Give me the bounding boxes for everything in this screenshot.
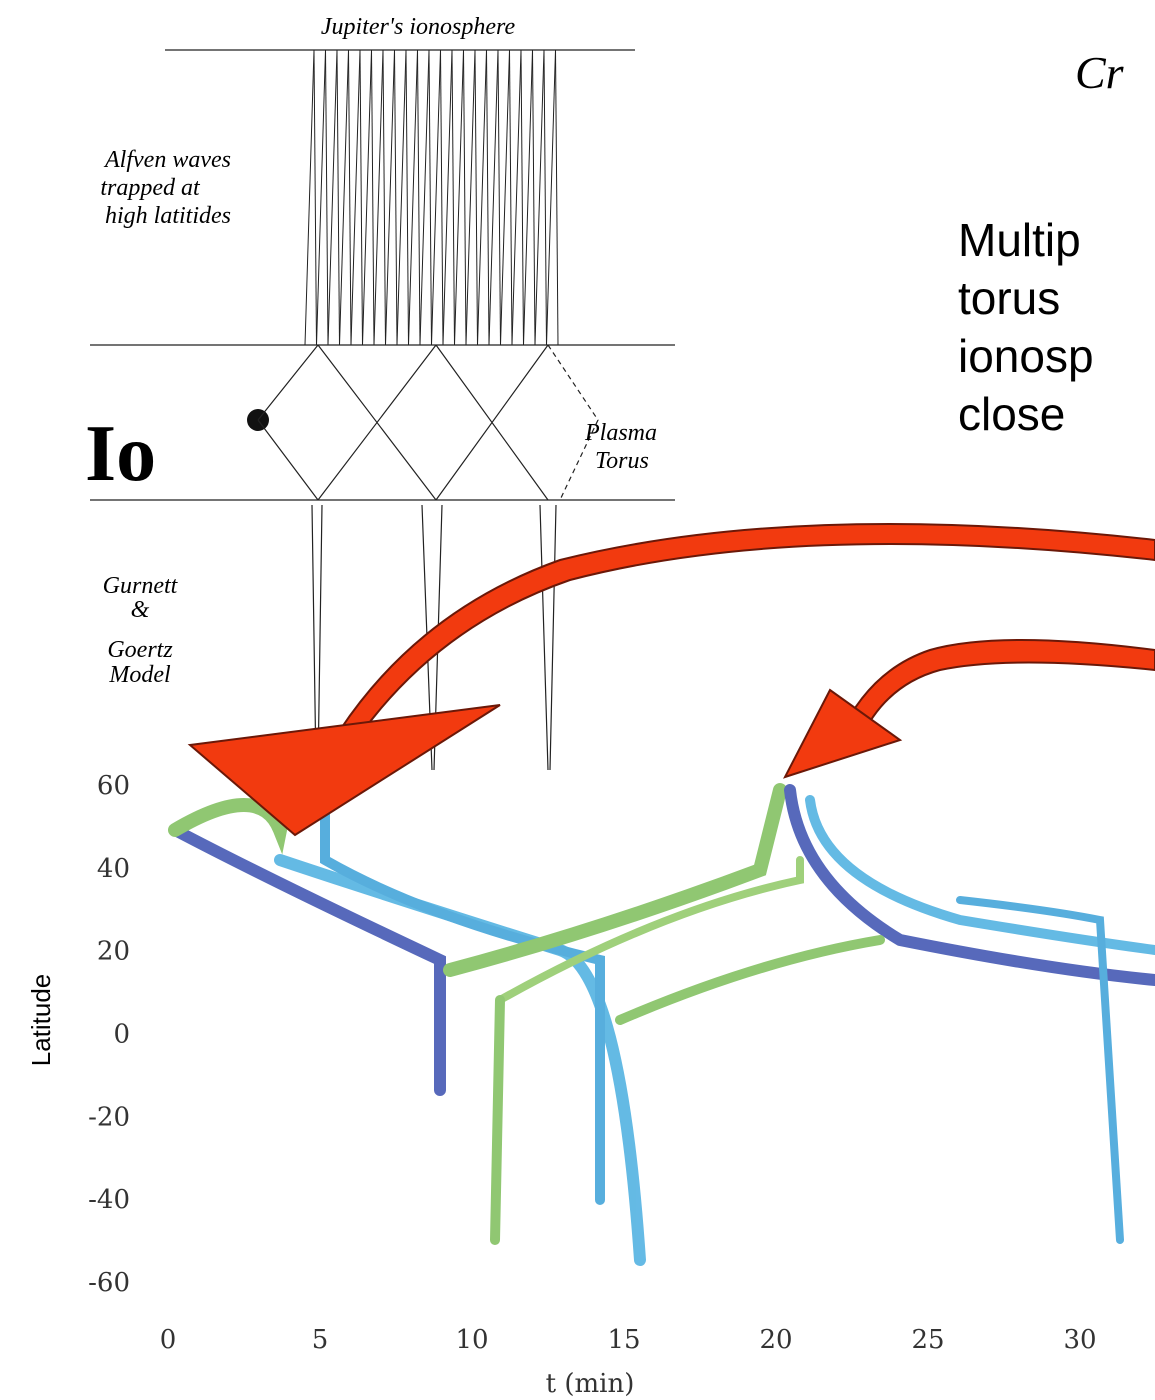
zigzag-line xyxy=(326,50,329,345)
zigzag-line xyxy=(409,50,418,345)
zigzag-line xyxy=(498,50,501,345)
model-label: & xyxy=(131,597,150,623)
torus-label: Plasma xyxy=(584,420,657,446)
zigzag-line xyxy=(386,50,395,345)
y-tick-label: -40 xyxy=(88,1185,130,1215)
zigzag-line xyxy=(455,50,464,345)
zigzag-line xyxy=(533,50,536,345)
slide-title: Cr xyxy=(1075,47,1125,98)
x-tick-label: 25 xyxy=(911,1325,944,1355)
zigzag-line xyxy=(535,50,544,345)
slide-body: Multip xyxy=(958,214,1081,266)
alfven-zigzag xyxy=(305,50,558,345)
slide-body: close xyxy=(958,388,1065,440)
zigzag-line xyxy=(420,50,429,345)
zigzag-line xyxy=(337,50,340,345)
zigzag-line xyxy=(441,50,444,345)
zigzag-line xyxy=(317,50,326,345)
zigzag-line xyxy=(547,50,556,345)
zigzag-line xyxy=(544,50,547,345)
model-label: Goertz xyxy=(107,637,173,663)
zigzag-line xyxy=(363,50,372,345)
io-label: Io xyxy=(85,410,156,498)
zigzag-line xyxy=(489,50,498,345)
zigzag-line xyxy=(406,50,409,345)
zigzag-line xyxy=(512,50,521,345)
zigzag-line xyxy=(478,50,487,345)
x-axis-label: t (min) xyxy=(546,1369,635,1399)
alfven-label: trapped at xyxy=(100,175,201,201)
x-tick-label: 10 xyxy=(455,1325,488,1355)
zigzag-line xyxy=(487,50,490,345)
torus-label: Torus xyxy=(595,448,649,474)
zigzag-line xyxy=(524,50,533,345)
torus-rays xyxy=(247,345,598,770)
zigzag-line xyxy=(501,50,510,345)
zigzag-line xyxy=(556,50,559,345)
x-tick-label: 30 xyxy=(1063,1325,1096,1355)
plot-curves xyxy=(175,780,1155,1260)
zigzag-line xyxy=(521,50,524,345)
x-tick-label: 0 xyxy=(160,1325,177,1355)
zigzag-line xyxy=(340,50,349,345)
zigzag-line xyxy=(328,50,337,345)
slide-body: torus xyxy=(958,272,1060,324)
zigzag-line xyxy=(510,50,513,345)
y-tick-label: -60 xyxy=(88,1268,130,1298)
zigzag-line xyxy=(429,50,432,345)
y-tick-label: 60 xyxy=(97,771,130,801)
ionosphere-label: Jupiter's ionosphere xyxy=(321,14,516,40)
alfven-label: Alfven waves xyxy=(103,147,231,173)
zigzag-line xyxy=(464,50,467,345)
red-arrows xyxy=(190,524,1155,835)
y-tick-label: -20 xyxy=(88,1102,130,1132)
zigzag-line xyxy=(418,50,421,345)
y-tick-label: 40 xyxy=(97,854,130,884)
page: Jupiter's ionosphere Alfven waves trappe… xyxy=(0,0,1155,1400)
x-tick-label: 20 xyxy=(759,1325,792,1355)
y-axis-label: Latitude xyxy=(26,974,56,1067)
zigzag-line xyxy=(314,50,317,345)
zigzag-line xyxy=(383,50,386,345)
zigzag-line xyxy=(351,50,360,345)
zigzag-line xyxy=(452,50,455,345)
y-tick-label: 0 xyxy=(113,1020,130,1050)
zigzag-line xyxy=(374,50,383,345)
x-tick-label: 5 xyxy=(312,1325,329,1355)
zigzag-line xyxy=(372,50,375,345)
model-label: Model xyxy=(108,662,171,688)
y-tick-label: 20 xyxy=(97,937,130,967)
zigzag-line xyxy=(443,50,452,345)
model-label: Gurnett xyxy=(103,573,179,599)
zigzag-line xyxy=(475,50,478,345)
zigzag-line xyxy=(349,50,352,345)
zigzag-line xyxy=(466,50,475,345)
zigzag-line xyxy=(360,50,363,345)
zigzag-line xyxy=(395,50,398,345)
alfven-label: high latitides xyxy=(105,203,231,229)
x-tick-label: 15 xyxy=(607,1325,640,1355)
zigzag-line xyxy=(305,50,314,345)
slide-body: ionosp xyxy=(958,330,1094,382)
zigzag-line xyxy=(432,50,441,345)
zigzag-line xyxy=(397,50,406,345)
